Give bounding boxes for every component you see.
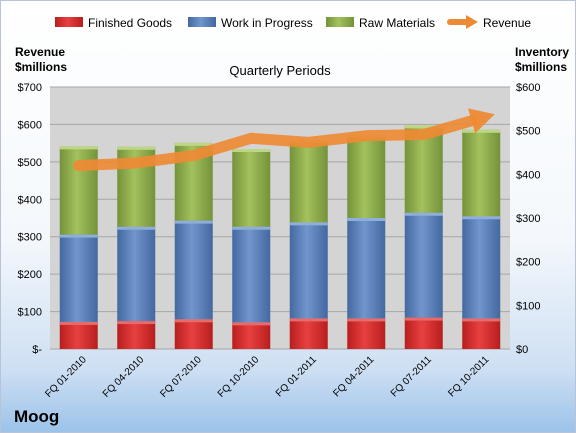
bar-finished-goods-cap [404, 317, 443, 321]
bar-finished-goods [232, 322, 271, 349]
right-tick-label: $300 [516, 213, 540, 225]
bar-work-in-progress [117, 226, 156, 322]
legend-label-raw-materials: Raw Materials [359, 16, 435, 30]
bar-work-in-progress-cap [462, 216, 501, 220]
legend-label-revenue: Revenue [483, 16, 531, 30]
bar-raw-materials-cap [232, 149, 271, 153]
bar-work-in-progress [232, 226, 271, 323]
bar-work-in-progress-cap [117, 226, 156, 230]
bar-finished-goods-cap [462, 318, 501, 322]
bar-raw-materials-cap [462, 129, 501, 133]
company-name: Moog [14, 407, 59, 426]
legend-swatch-work-in-progress [188, 17, 216, 27]
bar-finished-goods [289, 318, 328, 349]
x-tick-label: FQ 07-2010 [158, 354, 204, 400]
legend-label-work-in-progress: Work in Progress [221, 16, 313, 30]
left-axis-title-line1: Revenue [15, 45, 65, 59]
bar-work-in-progress-cap [289, 222, 328, 226]
chart-title: Quarterly Periods [229, 63, 331, 78]
revenue-line [73, 108, 495, 172]
left-tick-label: $500 [18, 157, 42, 169]
bar-raw-materials-cap [404, 125, 443, 129]
right-tick-label: $400 [516, 169, 540, 181]
legend-arrowhead-revenue [466, 15, 478, 29]
legend-label-finished-goods: Finished Goods [88, 16, 172, 30]
bar-work-in-progress [289, 222, 328, 319]
bar-raw-materials [232, 149, 271, 227]
bar-finished-goods-cap [347, 318, 386, 322]
bar-raw-materials [289, 140, 328, 223]
bar-finished-goods [174, 319, 213, 349]
bar-raw-materials-cap [59, 146, 98, 150]
bar-work-in-progress-cap [59, 234, 98, 238]
x-tick-label: FQ 07-2011 [389, 354, 434, 399]
right-tick-label: $0 [516, 344, 528, 356]
left-tick-label: $300 [18, 232, 42, 244]
left-tick-label: $700 [18, 82, 42, 94]
right-tick-label: $100 [516, 300, 540, 312]
right-tick-label: $200 [516, 257, 540, 269]
x-axis-ticks: FQ 01-2010 FQ 04-2010 FQ 07-2010 FQ 10-2010… [43, 354, 491, 400]
legend: Finished Goods Work in Progress Raw Mate… [55, 15, 531, 30]
bar-finished-goods-cap [117, 321, 156, 325]
bar-work-in-progress [404, 212, 443, 318]
x-tick-label: FQ 01-2011 [274, 354, 319, 399]
right-axis-ticks: $0 $100 $200 $300 $400 $500 $600 [516, 82, 540, 356]
bar-finished-goods-cap [289, 318, 328, 322]
x-tick-label: FQ 04-2010 [101, 354, 147, 400]
legend-swatch-raw-materials [326, 17, 354, 27]
left-tick-label: $400 [18, 194, 42, 206]
bar-work-in-progress-cap [347, 218, 386, 221]
x-tick-label: FQ 10-2011 [446, 354, 491, 399]
right-tick-label: $500 [516, 126, 540, 138]
bar-finished-goods [347, 318, 386, 349]
revenue-arrowhead [468, 108, 495, 134]
bar-finished-goods [462, 318, 501, 349]
bar-raw-materials [347, 135, 386, 218]
left-tick-label: $200 [18, 269, 42, 281]
left-axis-ticks: $- $100 $200 $300 $400 $500 $600 $700 [18, 82, 43, 356]
x-tick-label: FQ 01-2010 [43, 354, 89, 400]
bar-finished-goods-cap [59, 321, 98, 325]
right-axis-title-line2: $millions [515, 60, 567, 74]
bar-work-in-progress [174, 220, 213, 320]
left-tick-label: $600 [18, 119, 42, 131]
left-axis-title-line2: $millions [15, 60, 67, 74]
bar-finished-goods [404, 317, 443, 349]
x-tick-label: FQ 04-2011 [331, 354, 376, 399]
left-tick-label: $100 [18, 307, 42, 319]
bar-finished-goods [59, 321, 98, 349]
bar-finished-goods-cap [174, 319, 213, 323]
revenue-series-line [73, 115, 478, 172]
bar-work-in-progress [462, 216, 501, 319]
bar-work-in-progress-cap [404, 212, 443, 216]
bar-raw-materials-cap [174, 142, 213, 146]
bars [59, 125, 501, 349]
bar-finished-goods [117, 321, 156, 349]
left-tick-label: $- [32, 344, 42, 356]
bar-work-in-progress [59, 234, 98, 322]
bar-work-in-progress-cap [232, 226, 271, 230]
right-tick-label: $600 [516, 82, 540, 94]
x-tick-label: FQ 10-2010 [216, 354, 262, 400]
bar-work-in-progress-cap [174, 220, 213, 224]
bar-work-in-progress [347, 218, 386, 319]
legend-swatch-finished-goods [55, 17, 83, 27]
bar-finished-goods-cap [232, 322, 271, 326]
bar-raw-materials [462, 129, 501, 217]
bar-raw-materials-cap [117, 146, 156, 150]
right-axis-title-line1: Inventory [515, 45, 569, 59]
